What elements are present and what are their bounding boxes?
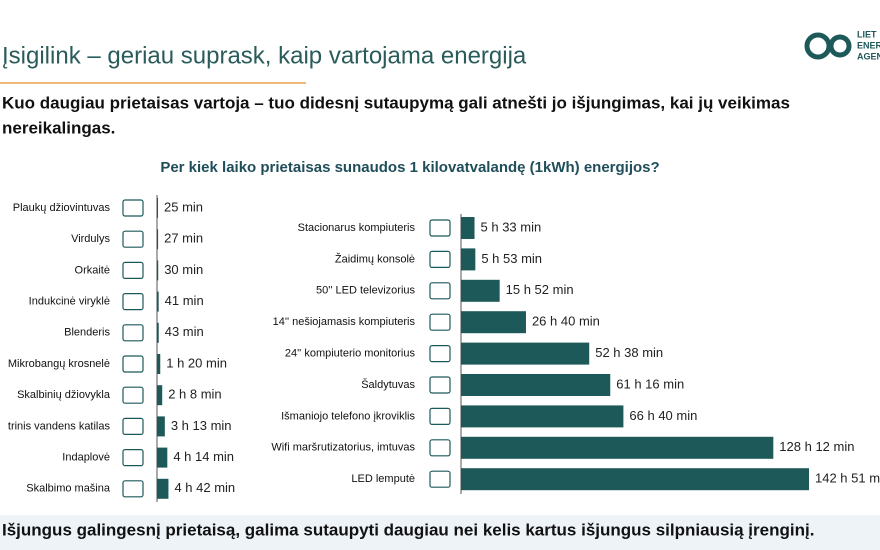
value-label: 26 h 40 min — [532, 314, 600, 329]
value-label: 61 h 16 min — [616, 376, 684, 391]
category-label: Plaukų džiovintuvas — [13, 202, 111, 214]
page-title: Įsigilink – geriau suprask, kaip vartoja… — [2, 42, 527, 69]
category-label: Indukcinė viryklė — [29, 296, 110, 308]
bar — [461, 279, 500, 302]
footer-text: Išjungus galingesnį prietaisą, galima su… — [2, 520, 814, 539]
logo-text: LIET — [857, 29, 877, 39]
logo-text: ENER — [857, 40, 880, 50]
logo-text: AGEN — [857, 51, 880, 61]
category-label: Orkaitė — [75, 264, 110, 276]
logo: LIET ENER AGEN — [804, 29, 880, 61]
bar — [157, 322, 159, 343]
value-label: 3 h 13 min — [171, 418, 232, 433]
category-label: Skalbimo mašina — [26, 483, 111, 495]
category-label: trinis vandens katilas — [8, 420, 111, 432]
value-label: 15 h 52 min — [506, 282, 574, 297]
bar — [461, 248, 476, 271]
device-icon — [429, 282, 451, 300]
value-label: 25 min — [164, 199, 203, 214]
category-label: 14'' nešiojamasis kompiuteris — [273, 316, 416, 328]
value-label: 4 h 14 min — [173, 449, 234, 464]
category-label: Šaldytuvas — [361, 378, 415, 391]
category-label: Žaidimų konsolė — [335, 252, 415, 265]
bar — [157, 198, 159, 218]
bar — [461, 374, 611, 396]
bar — [157, 385, 163, 406]
bar — [157, 416, 165, 437]
logo-mark — [828, 34, 852, 58]
bar — [461, 311, 526, 334]
footer-band — [0, 515, 880, 550]
value-label: 30 min — [164, 262, 203, 277]
device-icon — [122, 386, 144, 404]
intro-text: nereikalingas. — [2, 118, 115, 137]
bar — [157, 260, 159, 281]
value-label: 5 h 53 min — [481, 251, 542, 266]
device-icon — [122, 417, 144, 435]
device-icon — [122, 230, 144, 248]
value-label: 2 h 8 min — [168, 387, 221, 402]
device-icon — [429, 470, 451, 488]
device-icon — [429, 313, 451, 331]
device-icon — [122, 199, 144, 217]
value-label: 66 h 40 min — [629, 408, 697, 423]
value-label: 128 h 12 min — [779, 439, 854, 454]
chart-title: Per kiek laiko prietaisas sunaudos 1 kil… — [160, 159, 659, 176]
bar — [461, 468, 809, 491]
category-label: Blenderis — [64, 327, 110, 339]
device-icon — [429, 407, 451, 425]
category-label: 24'' kompiuterio monitorius — [285, 348, 416, 360]
category-label: 50'' LED televizorius — [316, 285, 415, 297]
category-label: Mikrobangų krosnelė — [8, 358, 110, 370]
bar — [157, 478, 169, 499]
bar — [461, 436, 774, 459]
device-icon — [122, 449, 144, 467]
bar — [157, 291, 159, 312]
value-label: 1 h 20 min — [166, 355, 227, 370]
category-label: Išmaniojo telefono įkroviklis — [281, 410, 415, 422]
bar — [157, 447, 168, 468]
device-icon — [122, 355, 144, 373]
value-label: 5 h 33 min — [481, 219, 542, 234]
category-label: Indaplovė — [62, 452, 110, 464]
bar — [461, 217, 475, 239]
device-icon — [429, 250, 451, 268]
bar — [157, 229, 159, 250]
value-label: 52 h 38 min — [595, 345, 663, 360]
value-label: 43 min — [165, 324, 204, 339]
category-label: Virdulys — [71, 233, 110, 245]
value-label: 41 min — [165, 293, 204, 308]
device-icon — [122, 480, 144, 498]
category-label: Wifi maršrutizatorius, imtuvas — [271, 442, 415, 454]
device-icon — [429, 376, 451, 394]
bar — [461, 342, 590, 365]
category-label: LED lemputė — [351, 473, 415, 485]
device-icon — [122, 324, 144, 342]
value-label: 142 h 51 min — [815, 471, 880, 486]
value-label: 27 min — [164, 231, 203, 246]
bar — [461, 405, 624, 428]
category-label: Skalbinių džiovykla — [17, 389, 111, 401]
device-icon — [429, 219, 451, 237]
device-icon — [122, 261, 144, 279]
value-label: 4 h 42 min — [174, 480, 235, 495]
device-icon — [429, 345, 451, 363]
bar — [157, 354, 161, 374]
category-label: Stacionarus kompiuteris — [298, 222, 416, 234]
device-icon — [429, 439, 451, 457]
device-icon — [122, 293, 144, 311]
intro-text: Kuo daugiau prietaisas vartoja – tuo did… — [2, 93, 790, 112]
